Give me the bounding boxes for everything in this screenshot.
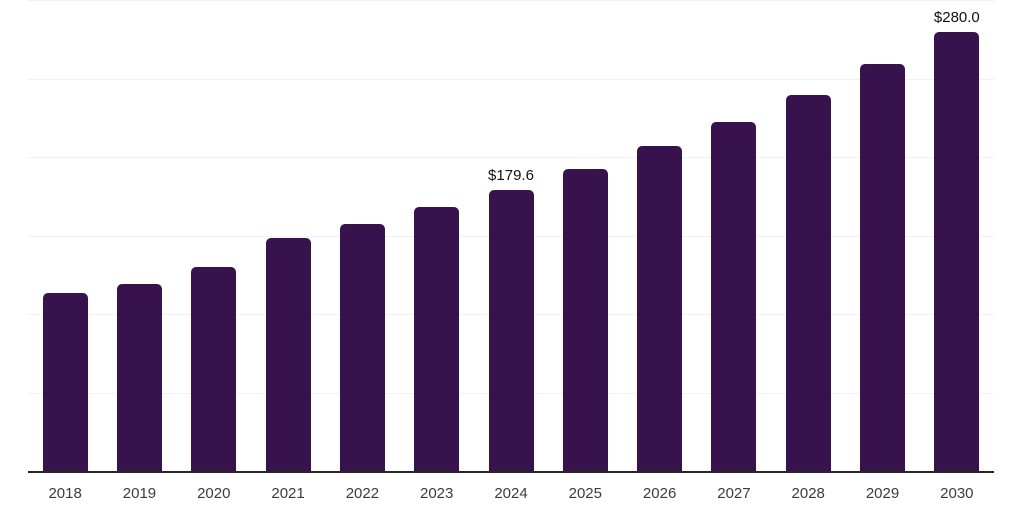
x-axis-label-2026: 2026: [642, 485, 677, 502]
bar-2026: [637, 146, 683, 472]
bar-2024: [488, 190, 534, 472]
bar-2029: [860, 63, 906, 472]
x-axis-label-2024: 2024: [494, 485, 528, 502]
gridline-200: [28, 157, 994, 158]
bar-2030: [934, 32, 980, 472]
x-axis-label-2025: 2025: [568, 485, 602, 502]
bar-value-label-2030: $280.0: [933, 9, 980, 27]
x-axis-label-2022: 2022: [345, 485, 380, 502]
gridline-250: [28, 78, 994, 80]
bar-2018: [42, 292, 88, 472]
bar-2019: [116, 283, 162, 472]
x-axis-label-2029: 2029: [865, 485, 900, 502]
x-axis-label-2018: 2018: [48, 485, 82, 502]
x-axis-label-2021: 2021: [271, 485, 305, 502]
gridline-300: [28, 0, 994, 1]
plot-area: $179.6 $280.0: [28, 0, 994, 473]
x-axis-line: [28, 471, 994, 473]
bar-2020: [191, 266, 237, 472]
bar-2023: [414, 206, 460, 472]
bar-2028: [785, 94, 831, 472]
x-axis-label-2028: 2028: [791, 485, 825, 502]
bar-2021: [265, 237, 311, 472]
bar-2027: [711, 122, 757, 472]
x-axis-label-2030: 2030: [940, 485, 974, 502]
x-axis-label-2023: 2023: [420, 485, 454, 502]
x-axis-label-2027: 2027: [717, 485, 751, 502]
bar-2022: [339, 223, 385, 472]
bar-value-label-2024: $179.6: [488, 167, 534, 185]
bar-2025: [562, 168, 608, 472]
x-axis-label-2019: 2019: [122, 485, 157, 502]
x-axis-label-2020: 2020: [197, 485, 231, 502]
